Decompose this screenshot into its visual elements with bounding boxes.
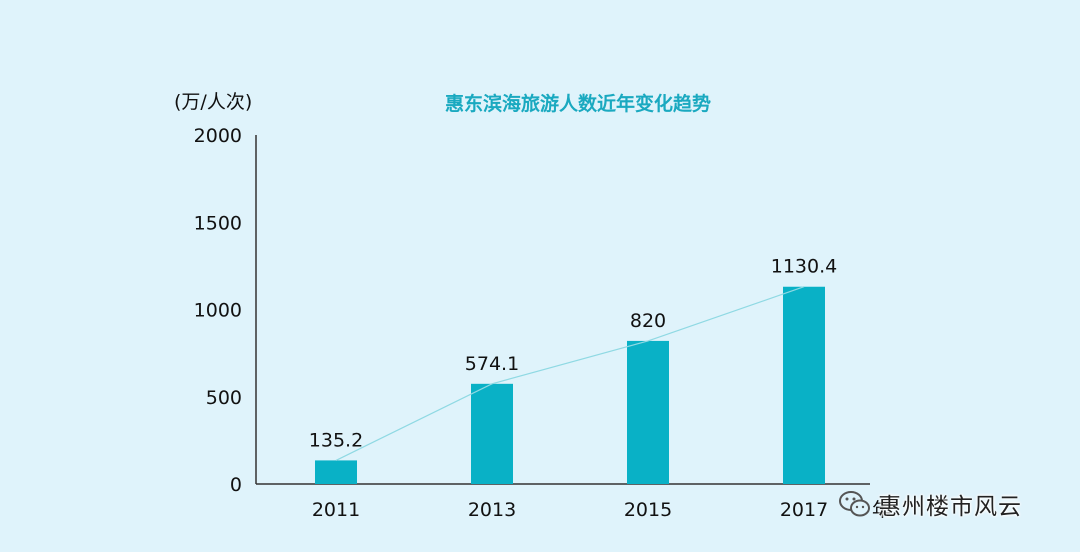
y-tick-label: 500 — [206, 387, 242, 409]
x-axis-unit-label: 年 — [872, 499, 891, 521]
x-tick-label: 2017 — [780, 499, 828, 521]
y-axis-unit-label: (万/人次) — [174, 91, 252, 113]
trend-line — [335, 286, 805, 461]
bar-2013 — [471, 383, 513, 484]
watermark: 惠州楼市风云 — [838, 484, 1022, 524]
x-tick-label: 2011 — [312, 499, 360, 521]
data-label-2015: 820 — [630, 310, 666, 332]
data-label-2017: 1130.4 — [771, 256, 837, 278]
chart-title: 惠东滨海旅游人数近年变化趋势 — [445, 92, 711, 115]
y-tick-label: 1500 — [194, 212, 242, 234]
data-label-2013: 574.1 — [465, 353, 519, 375]
y-tick-label: 0 — [230, 474, 242, 496]
bar-2015 — [627, 340, 669, 484]
data-label-2011: 135.2 — [309, 429, 363, 451]
bar-2011 — [315, 460, 357, 484]
y-tick-label: 1000 — [194, 300, 242, 322]
x-tick-label: 2013 — [468, 499, 516, 521]
wechat-icon — [839, 491, 870, 517]
x-tick-label: 2015 — [624, 499, 672, 521]
watermark-text: 惠州楼市风云 — [878, 494, 1022, 520]
y-tick-label: 2000 — [194, 125, 242, 147]
bar-2017 — [783, 286, 825, 484]
